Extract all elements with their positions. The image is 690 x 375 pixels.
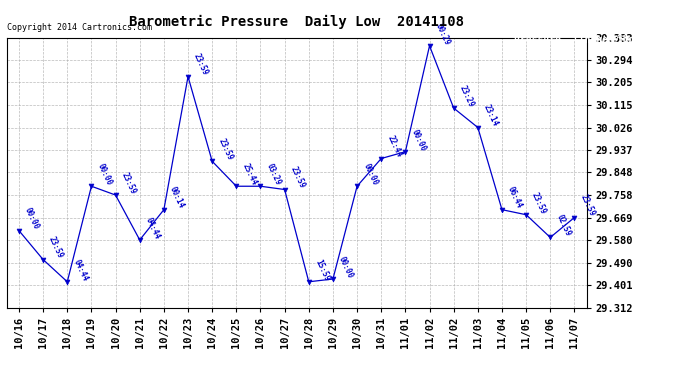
Text: 23:29: 23:29 <box>458 84 476 109</box>
Text: 00:00: 00:00 <box>96 162 114 187</box>
Text: 23:14: 23:14 <box>482 104 500 128</box>
Text: 04:44: 04:44 <box>144 216 162 240</box>
Text: Copyright 2014 Cartronics.com: Copyright 2014 Cartronics.com <box>7 23 152 32</box>
Text: 00:00: 00:00 <box>23 207 41 231</box>
Text: 23:59: 23:59 <box>531 190 549 215</box>
Text: Pressure  (Inches/Hg): Pressure (Inches/Hg) <box>515 35 638 45</box>
Text: 23:59: 23:59 <box>48 236 66 260</box>
Text: 02:59: 02:59 <box>555 213 573 238</box>
Text: 23:59: 23:59 <box>289 165 307 190</box>
Text: 00:00: 00:00 <box>362 162 380 187</box>
Text: 00:00: 00:00 <box>410 128 428 152</box>
Text: Barometric Pressure  Daily Low  20141108: Barometric Pressure Daily Low 20141108 <box>129 15 464 29</box>
Text: 15:59: 15:59 <box>313 258 331 282</box>
Text: 22:44: 22:44 <box>386 134 404 159</box>
Text: 23:59: 23:59 <box>217 137 235 162</box>
Text: 23:59: 23:59 <box>579 194 597 218</box>
Text: 23:59: 23:59 <box>193 53 210 77</box>
Text: 23:59: 23:59 <box>120 171 138 196</box>
Text: 25:44: 25:44 <box>241 162 259 187</box>
Text: 04:44: 04:44 <box>72 258 90 282</box>
Text: 00:29: 00:29 <box>434 22 452 46</box>
Text: 03:29: 03:29 <box>265 162 283 187</box>
Text: 00:14: 00:14 <box>168 186 186 210</box>
Text: 00:00: 00:00 <box>337 255 355 280</box>
Text: 06:44: 06:44 <box>506 186 524 210</box>
